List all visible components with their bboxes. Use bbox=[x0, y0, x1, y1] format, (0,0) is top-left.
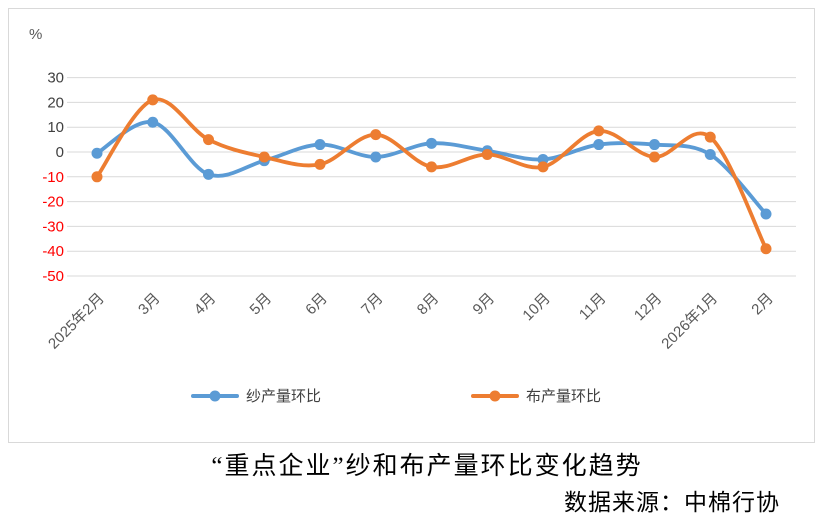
data-point-yarn bbox=[593, 139, 605, 151]
y-tick-label: -40 bbox=[42, 243, 64, 260]
y-tick-label: 30 bbox=[47, 70, 64, 87]
x-tick-label: 10月 bbox=[519, 290, 553, 324]
line-chart: 30 20 10 0 -10 -20 -30 -40 -50 2025年2月 3月 4月 5月 6月 7月 8… bbox=[42, 70, 796, 353]
legend-label-fabric: 布产量环比 bbox=[526, 388, 602, 405]
x-tick-label: 5月 bbox=[247, 290, 276, 319]
legend-item-yarn[interactable]: 纱产量环比 bbox=[191, 385, 321, 406]
data-point-fabric bbox=[147, 94, 159, 106]
y-tick-label: 0 bbox=[56, 144, 64, 161]
data-point-yarn bbox=[760, 208, 772, 220]
x-tick-label: 2025年2月 bbox=[45, 290, 108, 353]
data-point-fabric bbox=[760, 243, 772, 255]
data-point-fabric bbox=[481, 148, 493, 160]
y-tick-label: 20 bbox=[47, 94, 64, 111]
x-tick-label: 3月 bbox=[135, 290, 164, 319]
y-tick-label: -30 bbox=[42, 218, 64, 235]
data-point-fabric bbox=[649, 151, 660, 163]
x-tick-label: 11月 bbox=[576, 290, 610, 324]
x-tick-label: 4月 bbox=[191, 290, 220, 319]
y-tick-label: -10 bbox=[42, 169, 64, 186]
data-point-fabric bbox=[258, 151, 270, 163]
fabric-series-legend-marker bbox=[471, 390, 519, 401]
data-point-yarn bbox=[704, 148, 716, 160]
x-tick-label: 2月 bbox=[748, 290, 777, 319]
data-point-yarn bbox=[203, 168, 214, 180]
data-point-yarn bbox=[370, 151, 382, 163]
plot-frame: 30 20 10 0 -10 -20 -30 -40 -50 2025年2月 3月 4月 5月 6月 7月 8… bbox=[8, 8, 815, 443]
chart-title: “重点企业”纱和布产量环比变化趋势 bbox=[211, 453, 643, 480]
y-tick-label: 10 bbox=[47, 119, 64, 136]
legend-item-fabric[interactable]: 布产量环比 bbox=[471, 385, 601, 406]
data-point-yarn bbox=[426, 137, 437, 149]
data-point-fabric bbox=[314, 158, 326, 170]
fabric-series-legend-dot-icon bbox=[489, 390, 501, 401]
data-point-fabric bbox=[593, 125, 605, 137]
data-point-yarn bbox=[649, 139, 660, 151]
legend-label-yarn: 纱产量环比 bbox=[246, 388, 322, 405]
data-point-yarn bbox=[147, 116, 159, 128]
data-source-caption: 数据来源：中棉行协 bbox=[564, 490, 780, 515]
yarn-series-legend-dot-icon bbox=[209, 390, 221, 401]
yarn-series-legend-marker bbox=[191, 390, 239, 401]
data-point-fabric bbox=[704, 131, 716, 143]
x-tick-label: 8月 bbox=[414, 290, 443, 319]
x-tick-label: 2026年1月 bbox=[658, 290, 721, 353]
y-tick-label: -20 bbox=[42, 194, 64, 211]
y-axis-unit-label: % bbox=[29, 26, 43, 43]
data-point-fabric bbox=[426, 161, 437, 173]
data-point-yarn bbox=[314, 139, 326, 151]
y-tick-label: -50 bbox=[42, 268, 64, 285]
data-point-fabric bbox=[370, 129, 382, 141]
x-tick-label: 6月 bbox=[302, 290, 331, 319]
x-tick-label: 12月 bbox=[631, 290, 665, 324]
data-point-fabric bbox=[537, 161, 549, 173]
data-point-fabric bbox=[203, 134, 214, 146]
data-point-fabric bbox=[91, 171, 103, 183]
data-point-yarn bbox=[91, 147, 103, 159]
x-tick-label: 7月 bbox=[358, 290, 387, 319]
x-tick-label: 9月 bbox=[470, 290, 499, 319]
